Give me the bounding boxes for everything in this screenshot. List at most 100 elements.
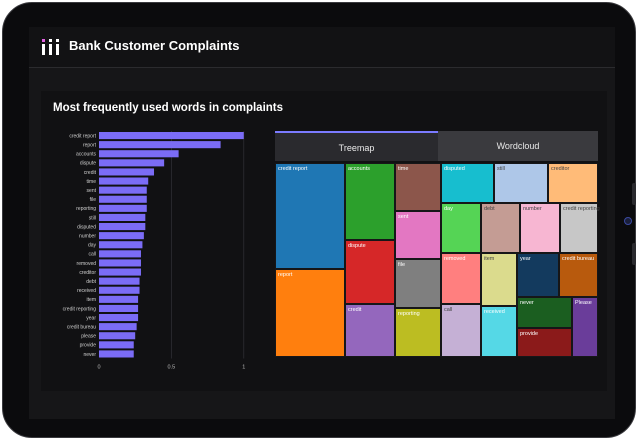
treemap-tile-label: Please xyxy=(575,300,592,306)
bar-label: year xyxy=(86,315,96,321)
treemap-tile[interactable]: never xyxy=(517,297,572,328)
bar[interactable] xyxy=(99,268,141,276)
treemap-tile-label: still xyxy=(497,166,505,172)
treemap-tile[interactable]: debt xyxy=(481,203,520,253)
bar[interactable] xyxy=(99,241,143,249)
bar-label: still xyxy=(89,215,96,221)
side-button xyxy=(632,183,636,205)
bar[interactable] xyxy=(99,323,137,331)
bar-label: credit report xyxy=(69,133,96,139)
bar[interactable] xyxy=(99,295,139,303)
bar[interactable] xyxy=(99,159,165,167)
bar-label: credit xyxy=(84,170,97,176)
treemap-tile-label: never xyxy=(520,300,534,306)
bar[interactable] xyxy=(99,223,146,231)
bar[interactable] xyxy=(99,213,146,221)
bar[interactable] xyxy=(99,177,149,185)
x-tick-label: 1 xyxy=(242,365,245,371)
bar[interactable] xyxy=(99,332,136,340)
treemap-tile-label: report xyxy=(278,272,293,278)
app-header: Bank Customer Complaints xyxy=(29,27,615,68)
treemap-tile[interactable]: credit xyxy=(345,304,395,357)
bar-label: credit reporting xyxy=(63,306,97,312)
treemap-tile[interactable]: number xyxy=(520,203,560,253)
bar-label: time xyxy=(87,179,97,185)
treemap-tile-label: credit xyxy=(348,307,362,313)
x-tick-label: 0.5 xyxy=(168,365,176,371)
bar[interactable] xyxy=(99,204,147,212)
treemap-tile[interactable]: day xyxy=(441,203,481,253)
bar-label: debt xyxy=(86,279,96,285)
tab-treemap[interactable]: Treemap xyxy=(275,131,438,161)
treemap-tile-label: credit bureau xyxy=(562,256,595,262)
bar[interactable] xyxy=(99,141,221,149)
treemap-tile-label: file xyxy=(398,262,406,268)
view-tabs: Treemap Wordcloud xyxy=(275,131,598,161)
treemap-tile[interactable]: item xyxy=(481,253,517,306)
bar-label: removed xyxy=(77,261,97,267)
treemap-tile-label: removed xyxy=(444,256,466,262)
treemap-tile-label: disputed xyxy=(444,166,465,172)
tab-wordcloud[interactable]: Wordcloud xyxy=(438,131,598,161)
tablet-frame: Bank Customer Complaints Most frequently… xyxy=(2,2,636,438)
word-frequency-bar-chart: credit report report accounts dispute credit… xyxy=(63,131,245,371)
treemap-tile[interactable]: credit report xyxy=(275,163,345,269)
bar-label: disputed xyxy=(77,224,96,230)
bar-label: number xyxy=(79,233,96,239)
bar[interactable] xyxy=(99,314,139,322)
treemap-tile[interactable]: removed xyxy=(441,253,481,304)
treemap-tile-label: credit reporting xyxy=(563,206,600,212)
bar[interactable] xyxy=(99,350,134,358)
section-title: Most frequently used words in complaints xyxy=(53,102,284,114)
app-logo-icon xyxy=(42,39,59,55)
treemap-tile-label: reporting xyxy=(398,311,420,317)
bar[interactable] xyxy=(99,341,134,349)
bar-label: sent xyxy=(87,188,97,194)
treemap-tile-label: year xyxy=(520,256,531,262)
treemap-tile[interactable]: disputed xyxy=(441,163,494,203)
bar-label: item xyxy=(87,297,96,303)
word-treemap: credit report report accounts dispute credit… xyxy=(275,163,600,357)
treemap-tile[interactable]: time xyxy=(395,163,441,211)
treemap-tile[interactable]: accounts xyxy=(345,163,395,240)
treemap-tile-label: received xyxy=(484,309,505,315)
bar[interactable] xyxy=(99,286,140,294)
bar-label: dispute xyxy=(80,161,96,167)
bar[interactable] xyxy=(99,232,144,240)
bar-label: report xyxy=(83,142,97,148)
treemap-tile[interactable]: file xyxy=(395,259,441,308)
treemap-tile[interactable]: provide xyxy=(517,328,572,357)
bar[interactable] xyxy=(99,195,147,203)
bar-label: day xyxy=(88,243,97,249)
treemap-tile[interactable]: sent xyxy=(395,211,441,259)
treemap-tile[interactable]: dispute xyxy=(345,240,395,304)
treemap-tile[interactable]: Please xyxy=(572,297,598,357)
treemap-tile-label: item xyxy=(484,256,495,262)
bar-label: creditor xyxy=(79,270,96,276)
treemap-tile[interactable]: credit reporting xyxy=(560,203,600,253)
bar[interactable] xyxy=(99,150,179,158)
bar-label: please xyxy=(81,334,96,340)
bar[interactable] xyxy=(99,304,139,312)
treemap-tile[interactable]: reporting xyxy=(395,308,441,357)
bar[interactable] xyxy=(99,186,147,194)
bar[interactable] xyxy=(99,132,244,140)
bar[interactable] xyxy=(99,277,140,285)
treemap-tile[interactable]: credit bureau xyxy=(559,253,598,297)
treemap-tile-label: number xyxy=(523,206,542,212)
treemap-tile[interactable]: still xyxy=(494,163,548,203)
treemap-tile-label: provide xyxy=(520,331,539,337)
treemap-tile[interactable]: call xyxy=(441,304,481,357)
bar[interactable] xyxy=(99,259,141,267)
app-title: Bank Customer Complaints xyxy=(69,38,240,53)
treemap-tile[interactable]: report xyxy=(275,269,345,357)
treemap-tile-label: time xyxy=(398,166,409,172)
treemap-tile-label: debt xyxy=(484,206,495,212)
bar[interactable] xyxy=(99,250,141,258)
treemap-tile[interactable]: creditor xyxy=(548,163,598,203)
camera-icon xyxy=(624,217,632,225)
treemap-tile[interactable]: year xyxy=(517,253,559,297)
treemap-tile[interactable]: received xyxy=(481,306,517,357)
bar[interactable] xyxy=(99,168,155,176)
bar-label: never xyxy=(83,352,96,358)
